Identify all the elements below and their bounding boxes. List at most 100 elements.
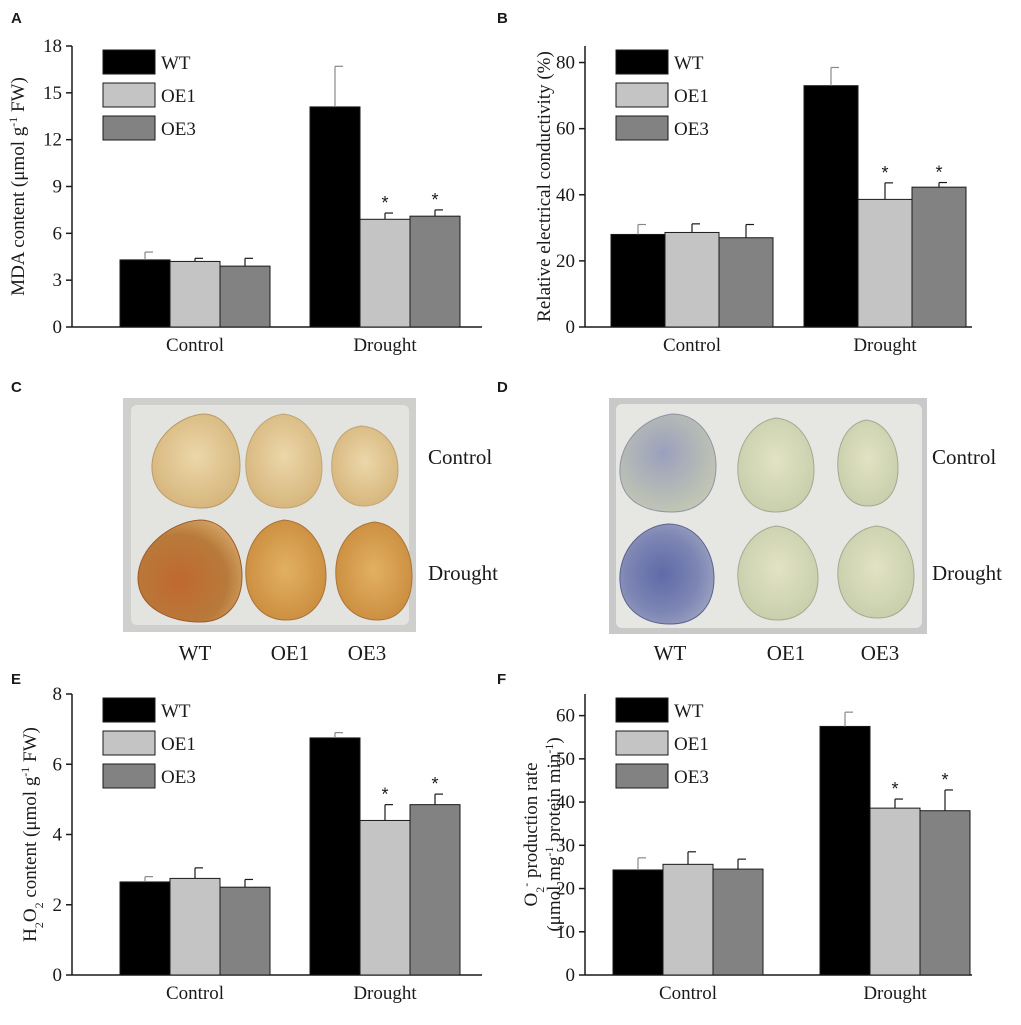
bar-oe1-drought — [869, 807, 921, 976]
bar-oe1-control — [169, 877, 221, 976]
y-tick-label: 0 — [53, 317, 63, 338]
bar-wt-control — [119, 881, 171, 976]
x-category-label: Drought — [353, 335, 417, 356]
y-tick-label: 40 — [556, 185, 575, 206]
significance-star: * — [941, 770, 948, 790]
ylabel-part: 2 — [533, 887, 547, 893]
legend-swatch-oe3 — [102, 763, 156, 789]
y-tick-label: 20 — [556, 879, 575, 900]
y-tick-label: 6 — [53, 223, 63, 244]
x-category-label: Control — [663, 335, 721, 356]
ylabel-part: -1 — [542, 744, 556, 754]
panel-letter-a: A — [11, 10, 22, 27]
ylabel-part: MDA content (μmol g — [8, 126, 29, 296]
y-axis-label: Relative electrical conductivity (%) — [534, 51, 555, 322]
photo-d-row-drought: Drought — [932, 561, 1002, 585]
photo-c-col-oe3: OE3 — [348, 641, 387, 665]
ylabel-part: protein min — [544, 753, 565, 846]
ylabel-part: production rate — [521, 762, 542, 882]
y-tick-label: 30 — [556, 835, 575, 856]
legend-label-oe3: OE3 — [161, 119, 196, 140]
x-category-label: Control — [166, 983, 224, 1004]
legend-label-oe1: OE1 — [674, 86, 709, 107]
panel-letter-c: C — [11, 379, 22, 396]
bar-wt-drought — [309, 737, 361, 976]
bar-wt-control — [610, 233, 666, 328]
leaf-c-oe1-drought — [245, 519, 327, 621]
photo-c-col-wt: WT — [179, 641, 212, 665]
y-tick-label: 0 — [566, 965, 576, 986]
y-axis-label: MDA content (μmol g-1 FW) — [6, 77, 29, 296]
bar-oe3-drought — [919, 810, 971, 976]
photo-c-row-control: Control — [428, 445, 492, 469]
x-category-label: Control — [659, 983, 717, 1004]
bar-oe1-drought — [857, 198, 913, 328]
bar-wt-drought — [819, 725, 871, 976]
leaf-d-oe1-control — [737, 417, 815, 513]
panel-letter-f: F — [497, 671, 506, 688]
photo-d-row-control: Control — [932, 445, 996, 469]
y-tick-label: 18 — [43, 36, 62, 57]
y-tick-label: 8 — [53, 684, 63, 705]
photo-d-nbt-staining: Control Drought WT OE1 OE3 — [609, 398, 1002, 665]
leaf-c-wt-drought — [137, 519, 243, 623]
legend-label-oe3: OE3 — [674, 767, 709, 788]
bar-oe3-control — [718, 237, 774, 328]
y-tick-label: 12 — [43, 130, 62, 151]
chart-a-mda: 0 3 6 9 12 15 18 Control * * Drought WT OE1 OE3 MDA co… — [6, 36, 482, 356]
bar-wt-control — [612, 869, 664, 976]
ylabel-part: - — [519, 883, 533, 887]
legend-label-wt: WT — [161, 53, 191, 74]
ylabel-part: FW) — [8, 77, 29, 117]
legend-label-wt: WT — [674, 701, 704, 722]
y-tick-label: 0 — [53, 965, 63, 986]
photo-d-col-oe3: OE3 — [861, 641, 900, 665]
chart-b-conductivity: 0 20 40 60 80 Control * * Drought WT OE1 OE3 Relativ… — [534, 46, 972, 356]
bar-oe3-control — [712, 868, 764, 976]
legend-label-oe1: OE1 — [161, 86, 196, 107]
leaf-c-wt-control — [151, 413, 241, 509]
y-tick-label: 0 — [566, 317, 576, 338]
ylabel-part: 2 — [32, 922, 46, 928]
leaf-d-wt-control — [619, 413, 717, 513]
legend-swatch-oe1 — [102, 730, 156, 756]
legend-swatch-wt — [102, 49, 156, 75]
ylabel-part: FW) — [20, 727, 41, 767]
bar-wt-drought — [803, 85, 859, 328]
legend-label-wt: WT — [674, 53, 704, 74]
bar-oe3-control — [219, 265, 271, 328]
significance-star: * — [381, 785, 388, 805]
legend-label-oe3: OE3 — [161, 767, 196, 788]
bar-oe3-drought — [911, 186, 967, 328]
leaf-c-oe1-control — [245, 413, 323, 509]
legend-swatch-oe3 — [615, 115, 669, 141]
bar-oe1-control — [662, 863, 714, 976]
photo-d-col-oe1: OE1 — [767, 641, 806, 665]
ylabel-part: (μmol mg — [544, 856, 565, 932]
ylabel-part: ) — [544, 737, 565, 743]
y-tick-label: 15 — [43, 83, 62, 104]
ylabel-part: -1 — [6, 117, 20, 127]
panel-letter-d: D — [497, 379, 508, 396]
y-axis-label-line1: O2- production rate — [519, 762, 547, 906]
legend-swatch-oe3 — [615, 763, 669, 789]
panel-letter-e: E — [11, 671, 21, 688]
legend-swatch-wt — [615, 49, 669, 75]
legend-swatch-wt — [102, 697, 156, 723]
x-category-label: Drought — [853, 335, 917, 356]
significance-star: * — [381, 193, 388, 213]
bar-oe1-control — [169, 260, 221, 328]
y-tick-label: 60 — [556, 119, 575, 140]
significance-star: * — [431, 774, 438, 794]
photo-d-col-wt: WT — [654, 641, 687, 665]
bar-oe1-drought — [359, 819, 411, 976]
ylabel-part: content (μmol g — [20, 776, 41, 902]
leaf-c-oe3-control — [331, 425, 399, 507]
legend-label-oe1: OE1 — [161, 734, 196, 755]
x-category-label: Drought — [353, 983, 417, 1004]
significance-star: * — [431, 190, 438, 210]
y-tick-label: 3 — [53, 270, 63, 291]
y-tick-label: 60 — [556, 706, 575, 727]
